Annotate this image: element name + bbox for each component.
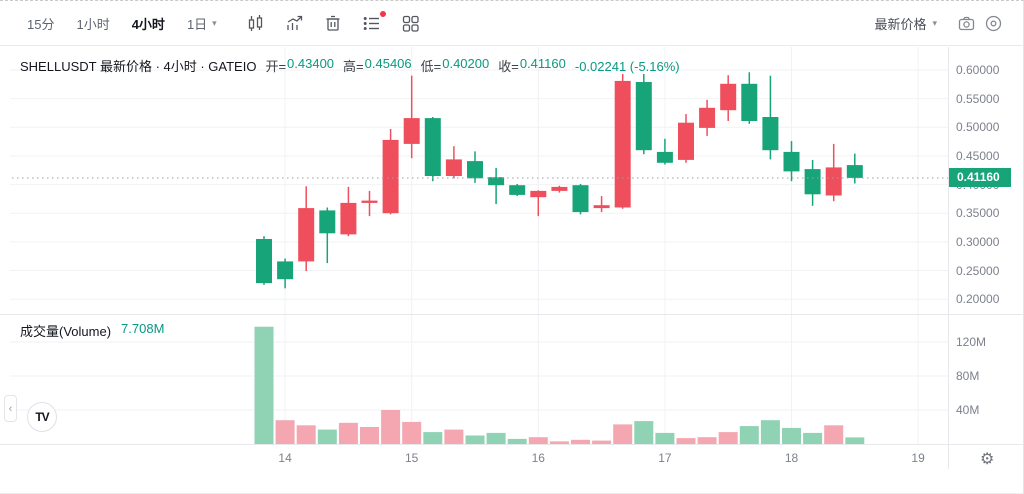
notification-dot	[379, 10, 386, 17]
toolbar-tools	[242, 10, 424, 37]
price-tick-label: 0.30000	[956, 234, 1000, 249]
interval-1hour-button[interactable]: 1小时	[65, 8, 120, 39]
time-tick-label: 15	[405, 451, 419, 465]
low-value: 0.40200	[442, 56, 490, 71]
low-label: 低=	[420, 59, 442, 74]
current-price-badge: 0.41160	[949, 168, 1011, 187]
volume-label: 成交量(Volume)	[20, 324, 112, 339]
time-tick-label: 14	[278, 451, 292, 465]
collapse-panel-tab[interactable]: ‹	[4, 395, 17, 422]
chevron-left-icon: ‹	[8, 402, 13, 415]
interval-1day-button[interactable]: 1日 ▾	[176, 8, 228, 39]
close-label: 收=	[498, 59, 519, 74]
indicators-icon[interactable]	[281, 10, 308, 37]
price-tick-label: 0.45000	[956, 148, 1000, 163]
ohlc-close: 收= 0.41160	[498, 56, 566, 75]
ohlc-open: 开= 0.43400	[265, 56, 334, 75]
high-value: 0.45406	[364, 56, 412, 71]
interval-4hour-label: 4小时	[131, 16, 165, 32]
close-value: 0.41160	[519, 56, 566, 71]
price-tick-label: 0.25000	[956, 263, 1000, 278]
price-tick-label: 0.60000	[956, 63, 1000, 77]
price-mode-dropdown[interactable]: 最新价格 ▾	[868, 13, 943, 34]
volume-value: 7.708M	[121, 321, 165, 336]
time-tick-label: 17	[658, 451, 672, 465]
camera-icon[interactable]	[953, 10, 980, 37]
volume-tick-label: 40M	[956, 403, 980, 417]
time-tick-label: 16	[531, 451, 545, 465]
chevron-down-icon: ▾	[212, 17, 217, 28]
tradingview-logo-text: TV	[35, 410, 49, 424]
interval-1hour-label: 1小时	[76, 16, 110, 32]
ohlc-low: 低= 0.40200	[421, 56, 490, 75]
volume-legend: 成交量(Volume) 7.708M	[20, 321, 164, 340]
price-tick-label: 0.35000	[956, 206, 1000, 221]
target-icon[interactable]	[980, 10, 1007, 37]
price-tick-label: 0.20000	[956, 292, 1000, 307]
time-tick-label: 18	[784, 451, 799, 465]
interval-1day-label: 1日	[186, 16, 208, 32]
change-value: -0.02241 (-5.16%)	[574, 59, 680, 74]
toolbar: 15分 1小时 4小时 1日 ▾	[0, 1, 1023, 46]
gear-icon[interactable]: ⚙	[974, 448, 1000, 470]
interval-4hour-button[interactable]: 4小时	[121, 8, 176, 39]
price-tick-label: 0.50000	[956, 120, 1000, 135]
time-tick-label: 19	[911, 451, 925, 465]
volume-tick-label: 80M	[956, 369, 980, 383]
volume-tick-label: 120M	[956, 335, 987, 349]
symbol-title: SHELLUSDT 最新价格 · 4小时 · GATEIO	[20, 59, 257, 74]
layout-grid-icon[interactable]	[397, 10, 424, 37]
high-label: 高=	[343, 59, 364, 74]
interval-15min-label: 15分	[27, 16, 55, 32]
open-value: 0.43400	[287, 56, 335, 71]
interval-15min-button[interactable]: 15分	[16, 8, 65, 39]
price-mode-label: 最新价格	[874, 16, 927, 32]
candle-style-icon[interactable]	[242, 10, 269, 37]
symbol-legend: SHELLUSDT 最新价格 · 4小时 · GATEIO 开= 0.43400 …	[20, 56, 680, 75]
tradingview-logo[interactable]: TV	[27, 402, 57, 432]
price-tick-label: 0.55000	[956, 91, 1000, 106]
object-list-icon[interactable]	[358, 10, 386, 37]
ohlc-high: 高= 0.45406	[343, 56, 412, 75]
trash-icon[interactable]	[320, 10, 346, 36]
open-label: 开=	[265, 59, 287, 74]
chevron-down-icon: ▾	[932, 17, 937, 28]
